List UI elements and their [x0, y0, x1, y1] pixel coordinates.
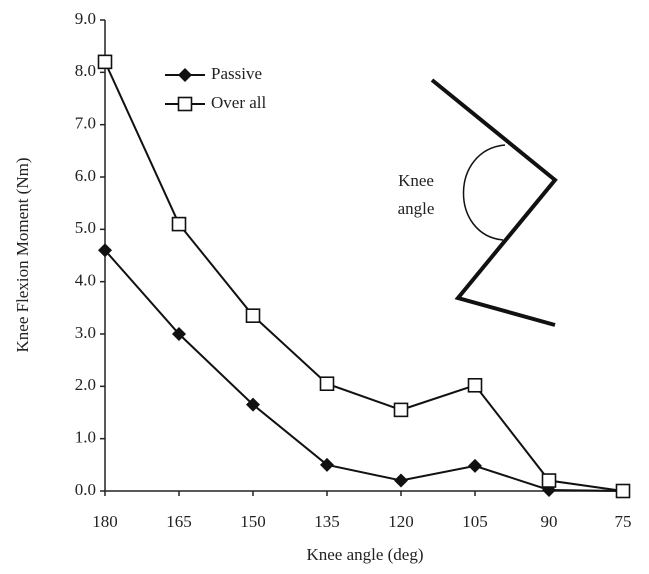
y-tick-label: 5.0	[75, 218, 96, 237]
data-point	[467, 377, 483, 393]
series-line	[104, 61, 624, 492]
annotation: angle	[398, 199, 435, 218]
y-tick-label: 8.0	[75, 61, 96, 80]
data-point	[246, 397, 260, 412]
angle-arc	[462, 144, 506, 241]
data-point	[245, 308, 261, 323]
legend-label: Over all	[211, 93, 267, 112]
data-point	[97, 54, 113, 70]
y-tick-label: 1.0	[75, 428, 96, 447]
data-point	[615, 483, 631, 499]
legend-marker	[177, 96, 193, 112]
y-tick-label: 4.0	[75, 271, 96, 290]
legend-marker	[178, 68, 192, 82]
knee-diagram	[430, 78, 558, 327]
data-point	[320, 457, 334, 472]
x-tick-label: 105	[462, 512, 488, 531]
data-point	[172, 327, 186, 341]
data-point	[394, 473, 408, 488]
data-point	[98, 243, 112, 258]
data-point	[171, 216, 187, 232]
x-tick-label: 90	[541, 512, 558, 531]
x-tick-label: 75	[615, 512, 632, 531]
data-point	[393, 402, 409, 418]
y-tick-label: 2.0	[75, 375, 96, 394]
x-tick-label: 165	[166, 512, 192, 531]
data-point	[319, 376, 335, 392]
annotation: Knee	[398, 171, 434, 190]
legend-label: Passive	[211, 64, 262, 83]
y-axis-label: Knee Flexion Moment (Nm)	[13, 158, 32, 353]
x-tick-label: 135	[314, 512, 340, 531]
y-tick-label: 9.0	[75, 9, 96, 28]
data-point	[541, 473, 557, 488]
x-axis-label: Knee angle (deg)	[306, 545, 423, 564]
y-tick-label: 7.0	[75, 114, 96, 133]
x-tick-label: 180	[92, 512, 118, 531]
y-tick-label: 0.0	[75, 480, 96, 499]
knee-shape	[430, 78, 558, 327]
y-tick-label: 6.0	[75, 166, 96, 185]
y-tick-label: 3.0	[75, 323, 96, 342]
x-tick-label: 120	[388, 512, 414, 531]
data-point	[468, 458, 482, 473]
x-tick-label: 150	[240, 512, 266, 531]
series-line	[104, 249, 624, 492]
